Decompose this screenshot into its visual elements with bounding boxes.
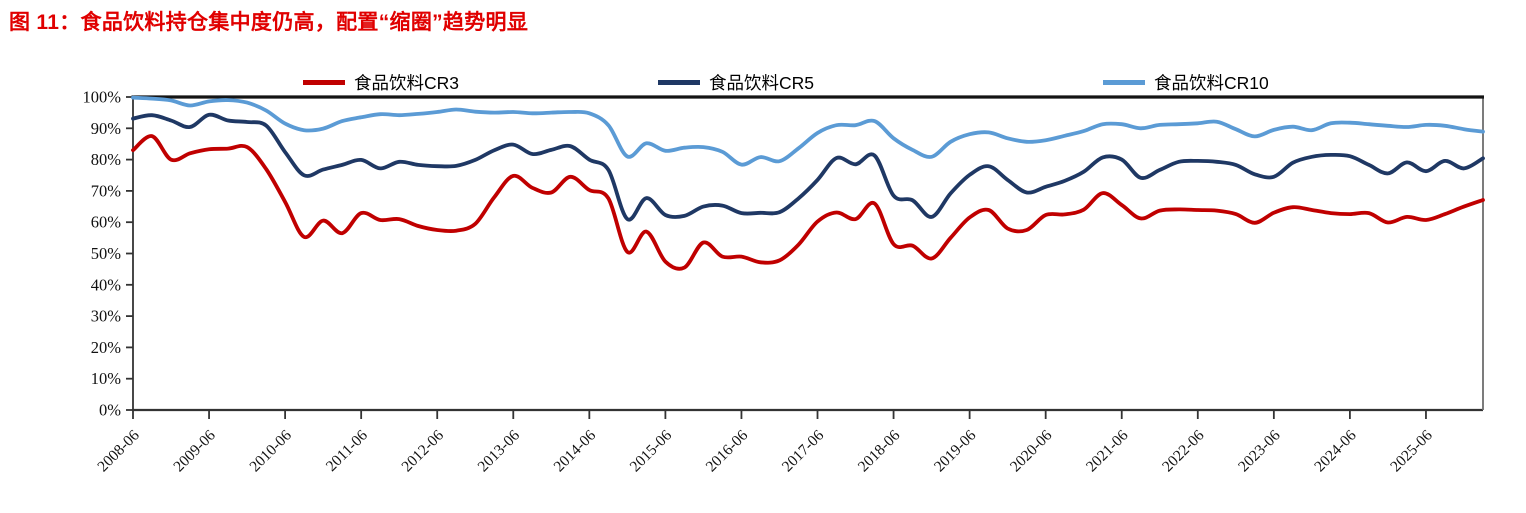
- x-axis-label: 2008-06: [94, 427, 143, 476]
- y-axis-label: 20%: [91, 338, 122, 357]
- x-axis-label: 2023-06: [1235, 427, 1284, 476]
- x-axis-label: 2025-06: [1387, 427, 1436, 476]
- x-axis-label: 2019-06: [931, 427, 980, 476]
- legend-item-cr10: 食品饮料CR10: [1103, 70, 1269, 95]
- figure-title: 图 11：食品饮料持仓集中度仍高，配置“缩圈”趋势明显: [9, 11, 529, 34]
- legend-label-cr3: 食品饮料CR3: [354, 73, 460, 93]
- series-line-cr3: [131, 134, 1485, 271]
- legend-label-cr5: 食品饮料CR5: [709, 73, 815, 93]
- x-axis-label: 2014-06: [551, 427, 600, 476]
- legend-item-cr5: 食品饮料CR5: [658, 70, 814, 95]
- y-axis-label: 90%: [91, 119, 122, 138]
- y-axis-label: 70%: [91, 181, 122, 200]
- chart-legend: 食品饮料CR3 食品饮料CR5 食品饮料CR10: [0, 70, 1526, 96]
- x-axis-label: 2021-06: [1083, 427, 1132, 476]
- x-axis-label: 2009-06: [170, 427, 219, 476]
- legend-label-cr10: 食品饮料CR10: [1154, 73, 1269, 93]
- x-axis-label: 2020-06: [1007, 427, 1056, 476]
- x-axis-label: 2017-06: [779, 427, 828, 476]
- legend-line-swatch-cr5: [658, 80, 700, 85]
- x-axis-label: 2018-06: [855, 427, 904, 476]
- x-axis-label: 2022-06: [1159, 427, 1208, 476]
- x-axis-label: 2013-06: [475, 427, 524, 476]
- x-axis-label: 2011-06: [323, 427, 371, 475]
- y-axis-label: 100%: [83, 88, 122, 107]
- series-line-cr10: [131, 95, 1485, 167]
- legend-line-swatch-cr10: [1103, 80, 1145, 85]
- x-axis-label: 2024-06: [1311, 427, 1360, 476]
- y-axis-label: 30%: [91, 307, 122, 326]
- y-axis-label: 60%: [91, 213, 122, 232]
- legend-line-swatch-cr3: [303, 80, 345, 85]
- y-axis-label: 40%: [91, 275, 122, 294]
- x-axis-label: 2015-06: [627, 427, 676, 476]
- x-axis-label: 2010-06: [246, 427, 295, 476]
- series-line-cr5: [131, 112, 1485, 222]
- x-axis-label: 2016-06: [703, 427, 752, 476]
- y-axis-label: 0%: [99, 401, 121, 420]
- y-axis-label: 50%: [91, 244, 122, 263]
- y-axis-label: 10%: [91, 369, 122, 388]
- legend-item-cr3: 食品饮料CR3: [303, 70, 459, 95]
- y-axis-label: 80%: [91, 150, 122, 169]
- x-axis-label: 2012-06: [398, 427, 447, 476]
